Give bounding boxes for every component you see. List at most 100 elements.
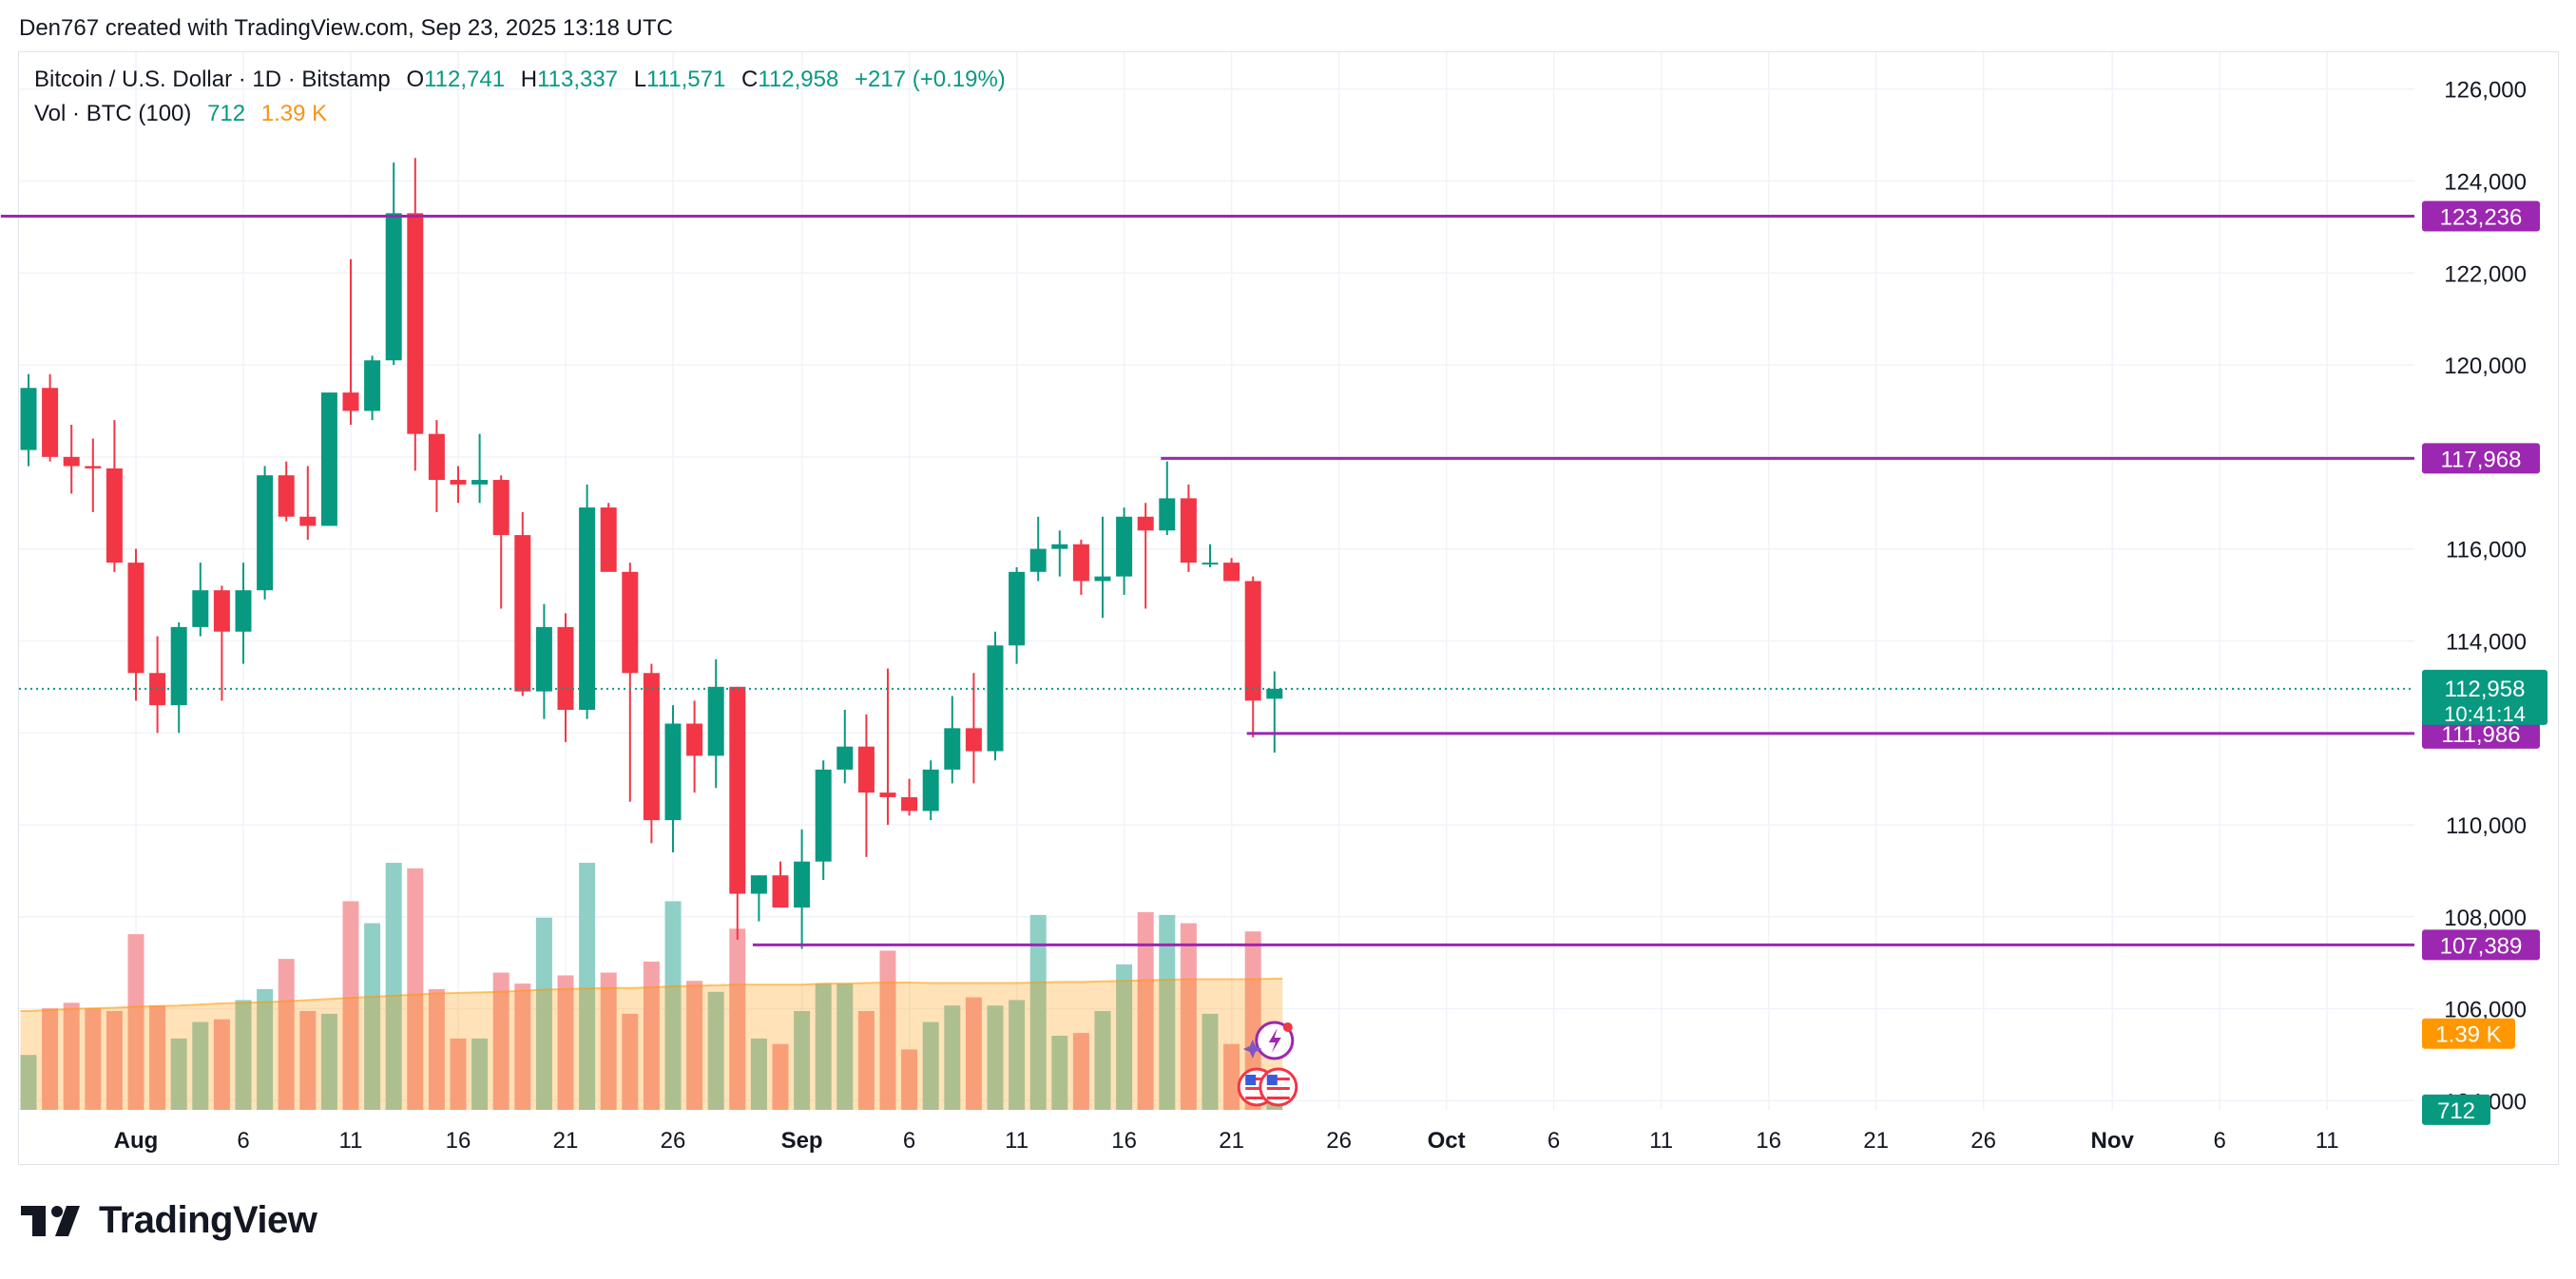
flag-stripe	[1266, 1097, 1290, 1099]
candle	[1009, 566, 1026, 664]
candle-body	[965, 728, 982, 752]
symbol-title[interactable]: Bitcoin / U.S. Dollar · 1D · Bitstamp	[34, 67, 391, 92]
candle	[20, 373, 37, 467]
candle	[815, 760, 832, 881]
high-label: H	[520, 67, 538, 92]
candle-body	[450, 480, 467, 485]
volume-bar	[364, 923, 381, 1110]
legend-volume: Vol · BTC (100) 712 1.39 K	[34, 101, 327, 127]
us-flag-event-icon[interactable]	[1259, 1067, 1298, 1107]
volume-bar	[407, 868, 424, 1110]
candle	[1094, 516, 1111, 619]
volume-bar	[686, 981, 703, 1110]
flag-canton	[1245, 1075, 1257, 1085]
volume-bar	[514, 983, 531, 1110]
volume-bar	[1201, 1013, 1219, 1110]
price-tick-label: 114,000	[2446, 629, 2527, 655]
price-tick-label: 110,000	[2446, 813, 2527, 839]
volume-bar	[1159, 914, 1176, 1110]
candle-body	[1009, 571, 1026, 646]
flag-stripe	[1266, 1082, 1290, 1085]
candle-body	[42, 388, 59, 457]
volume-bar	[707, 991, 724, 1110]
volume-bar	[643, 962, 660, 1110]
date-tick-label: 16	[1756, 1128, 1781, 1154]
candle-body	[127, 563, 144, 674]
open-value: 112,741	[424, 67, 506, 92]
price-tick-label: 122,000	[2444, 261, 2527, 287]
volume-bar	[579, 863, 596, 1110]
candle	[836, 709, 854, 784]
price-tick-label: 124,000	[2444, 169, 2527, 195]
candle-body	[686, 723, 703, 756]
candle	[622, 563, 639, 802]
volume-bar	[278, 959, 295, 1110]
candle-body	[1029, 548, 1047, 572]
candle-body	[772, 875, 789, 908]
horizontal-levels[interactable]	[0, 214, 2414, 946]
candle-body	[385, 213, 402, 361]
candle	[1116, 507, 1133, 596]
volume-bar	[257, 988, 274, 1110]
volume-bar	[857, 1011, 875, 1110]
price-tick-label: 126,000	[2444, 78, 2527, 104]
candle	[1180, 484, 1197, 572]
level-tag-label: 117,968	[2441, 447, 2522, 472]
volume-bar	[836, 983, 854, 1110]
volume-bar	[1223, 1043, 1240, 1110]
volume-bar	[1009, 1000, 1026, 1110]
change-value: +217 (+0.19%)	[855, 67, 1006, 92]
volume-ma-tag	[2422, 1018, 2515, 1049]
candle-body	[320, 392, 337, 526]
candle-body	[815, 769, 832, 862]
date-tick-label: Nov	[2091, 1128, 2135, 1154]
level-tag	[2422, 929, 2540, 961]
lightning-event-icon[interactable]	[1242, 1021, 1295, 1060]
date-tick-label: 6	[2214, 1128, 2226, 1154]
candle-body	[1116, 516, 1133, 577]
level-tag-label: 123,236	[2440, 204, 2523, 230]
event-dot	[1282, 1022, 1293, 1032]
date-tick-label: 16	[1111, 1128, 1137, 1154]
candle-body	[1137, 516, 1154, 531]
events[interactable]	[1237, 1021, 1298, 1107]
date-tick-label: 11	[2316, 1128, 2339, 1154]
candle	[664, 705, 682, 853]
candle-body	[579, 507, 596, 710]
candle	[686, 700, 703, 793]
volume-bar	[750, 1038, 767, 1110]
candle-body	[901, 796, 918, 811]
brand-name: TradingView	[99, 1199, 317, 1241]
volume-bar	[794, 1011, 811, 1110]
volume-indicator-label[interactable]: Vol · BTC (100)	[34, 101, 192, 126]
volume-bar	[772, 1043, 789, 1110]
candle-body	[664, 723, 682, 821]
volume-bar	[965, 997, 982, 1110]
volume-bar	[535, 917, 552, 1110]
flag-stripe	[1266, 1087, 1290, 1090]
tradingview-brand[interactable]: TradingView	[21, 1199, 317, 1242]
candle	[750, 875, 767, 922]
candle	[1137, 503, 1154, 609]
volume-bar	[1137, 912, 1154, 1110]
candle	[471, 433, 489, 504]
candle	[127, 548, 144, 701]
candle	[149, 636, 166, 734]
candle-body	[836, 746, 854, 770]
candle	[1029, 516, 1047, 582]
candle	[320, 392, 337, 526]
candle-body	[428, 433, 445, 481]
candle	[944, 696, 961, 784]
sparkle-glyph	[1242, 1040, 1262, 1059]
candle-body	[257, 475, 274, 591]
volume-bar	[213, 1019, 230, 1110]
volume-bar	[20, 1055, 37, 1110]
low-value: 111,571	[646, 67, 726, 92]
level-tag-label: 111,986	[2441, 722, 2520, 748]
candle-body	[492, 480, 509, 536]
volume-bar	[987, 1005, 1004, 1110]
candle	[450, 466, 467, 504]
candle-body	[643, 673, 660, 821]
candle-body	[213, 590, 230, 632]
